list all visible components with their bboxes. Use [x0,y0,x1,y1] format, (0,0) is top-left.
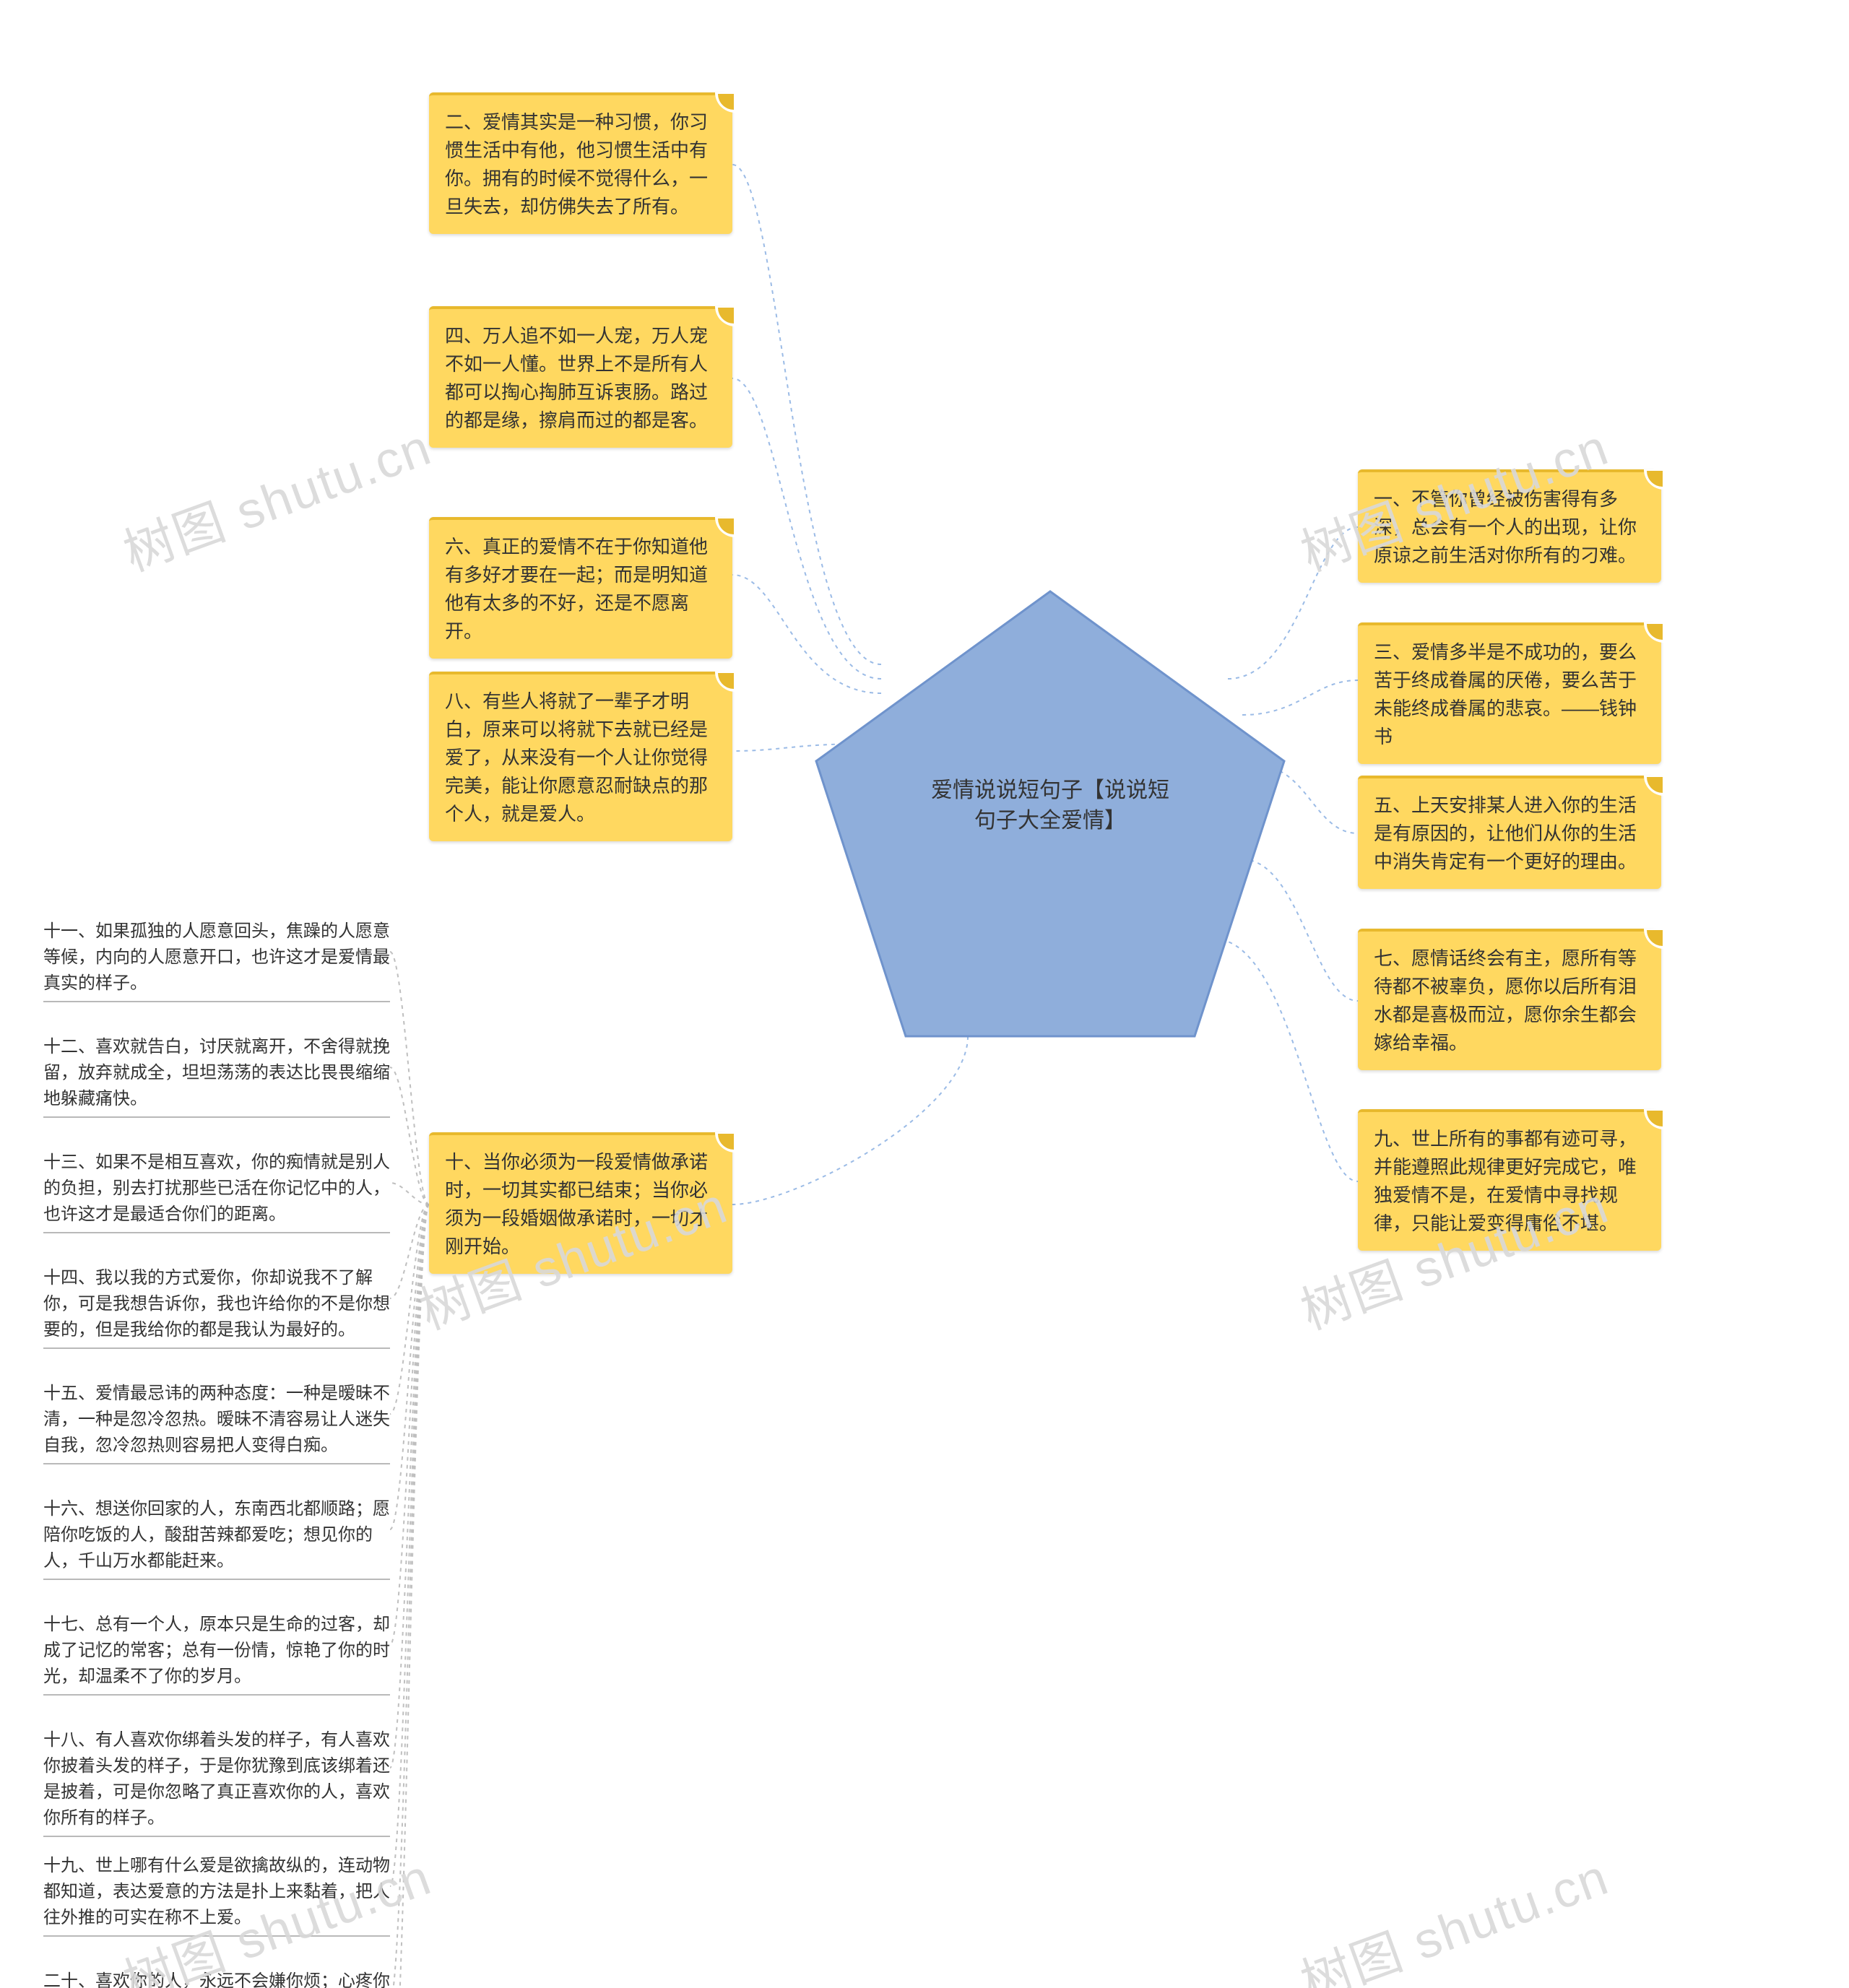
branch-b9: 九、世上所有的事都有迹可寻，并能遵照此规律更好完成它，唯独爱情不是，在爱情中寻找… [1358,1109,1661,1251]
connector-center-right-b5 [1257,765,1358,833]
branch-b5: 五、上天安排某人进入你的生活是有原因的，让他们从你的生活中消失肯定有一个更好的理… [1358,776,1661,889]
connector-center-bottom-b10 [732,1036,968,1204]
connector-b10-s17 [390,1204,429,1645]
connector-center-left-b8 [732,744,867,751]
branch-b6: 六、真正的爱情不在于你知道他有多好才要在一起；而是明知道他有太多的不好，还是不愿… [429,517,732,659]
connector-b10-s14 [390,1204,429,1298]
connector-b10-s13 [390,1183,429,1204]
connector-b10-s21 [390,1204,429,1988]
branch-b3: 三、爱情多半是不成功的，要么苦于终成眷属的厌倦，要么苦于未能终成眷属的悲哀。​—… [1358,622,1661,764]
sub-s13: 十三、如果不是相互喜欢，你的痴情就是别人的负担，别去打扰那些已活在你记忆中的人，… [43,1144,390,1233]
connector-b10-s11 [390,952,429,1204]
connector-b10-s20 [390,1204,429,1988]
branch-b10: 十、当你必须为一段爱情做承诺时，一切其实都已结束；当你必须为一段婚姻做承诺时，一… [429,1132,732,1274]
center-node-label: 爱情说说短句子【说说短句子大全爱情】 [927,776,1173,836]
branch-b8: 八、有些人将就了一辈子才明白，原来可以将就下去就已经是爱了，从来没有一个人让你觉… [429,672,732,841]
connector-center-left-upper-b6 [732,575,881,693]
sub-s11: 十一、如果孤独的人愿意回头，焦躁的人愿意等候，内向的人愿意开口，也许这才是爱情最… [43,913,390,1002]
watermark-5: 树图 shutu.cn [1289,1837,1617,1988]
branch-b1: 一、不管你曾经被伤害得有多深，总会有一个人的出现，让你原谅之前生活对你所有的刁难… [1358,469,1661,583]
connector-center-right-b1 [1228,527,1358,679]
sub-s18: 十八、有人喜欢你绑着头发的样子，有人喜欢你披着头发的样子，于是你犹豫到底该绑着还… [43,1722,390,1837]
sub-s12: 十二、喜欢就告白，讨厌就离开，不舍得就挽留，放弃就成全，坦坦荡荡的表达比畏畏缩缩… [43,1028,390,1118]
connector-center-right-lower-b7 [1242,859,1358,1001]
mindmap-canvas: 爱情说说短句子【说说短句子大全爱情】 二、爱情其实是一种习惯，你习惯生活中有他，… [0,0,1849,1988]
connector-center-right-lower-b9 [1213,939,1358,1181]
sub-s20: 二十、喜欢你的人，永远不会嫌你烦；​心疼你的人，永远不会怪你懒。想念你的人，永远… [43,1963,390,1988]
connector-center-right-b3 [1242,680,1358,715]
connector-b10-s19 [390,1204,429,1886]
watermark-0: 树图 shutu.cn [112,407,440,586]
sub-s19: 十九、世上哪有什么爱是欲擒故纵的，连动物都知道，表达爱意的方法是扑上来黏着，把人… [43,1847,390,1937]
connector-b10-s12 [390,1067,429,1204]
branch-b7: 七、愿情话终会有主，愿所有等待都不被辜负，愿你以后所有泪水都是喜极而泣，愿你余生… [1358,929,1661,1070]
sub-s17: 十七、总有一个人，原本只是生命的过客，却成了记忆的常客；总有一份情，惊艳了你的时… [43,1606,390,1696]
sub-s16: 十六、想送你回家的人，东南西北都顺路；愿陪你吃饭的人，酸甜苦辣都爱吃；​想见你的… [43,1490,390,1580]
branch-b2: 二、爱情其实是一种习惯，你习惯生活中有他，他习惯生活中有你。拥有的时候不觉得什么… [429,92,732,234]
sub-s15: 十五、爱情最忌讳的两种态度：一种是暧昧不清，一种是忽冷忽热。暧昧不清容易让人迷失… [43,1375,390,1464]
branch-b4: 四、万人追不如一人宠，万人宠不如一人懂。世界上不是所有人都可以掏心掏肺互诉衷肠。… [429,306,732,448]
connector-center-left-upper-b2 [732,165,881,664]
connector-b10-s18 [390,1204,429,1768]
connector-b10-s16 [390,1204,429,1529]
connector-b10-s15 [390,1204,429,1414]
sub-s14: 十四、我以我的方式爱你，你却说我不了解你，可是我想告诉你，我也许给你的不是你想要… [43,1259,390,1349]
connector-center-left-upper-b4 [732,378,881,679]
